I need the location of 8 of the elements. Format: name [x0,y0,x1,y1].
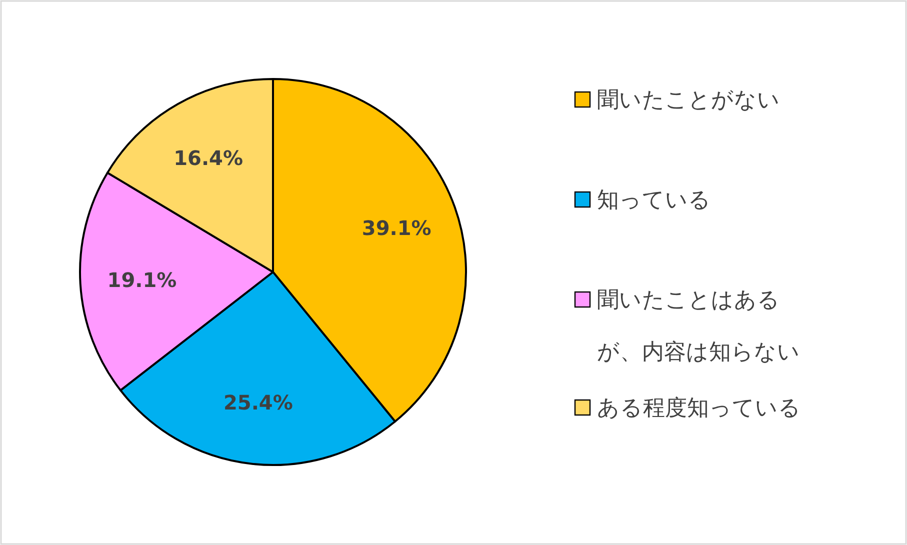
legend-label: ある程度知っている [597,396,801,420]
legend-label: 知っている [597,188,711,212]
data-label: 19.1% [107,268,177,292]
category-label: 聞いたことはあるが、内容は知らない [597,288,800,364]
data-label: 25.4% [223,390,293,414]
legend-label: 聞いたことがない [597,88,780,112]
data-label: 16.4% [174,146,244,170]
data-label: 39.1% [362,216,432,240]
